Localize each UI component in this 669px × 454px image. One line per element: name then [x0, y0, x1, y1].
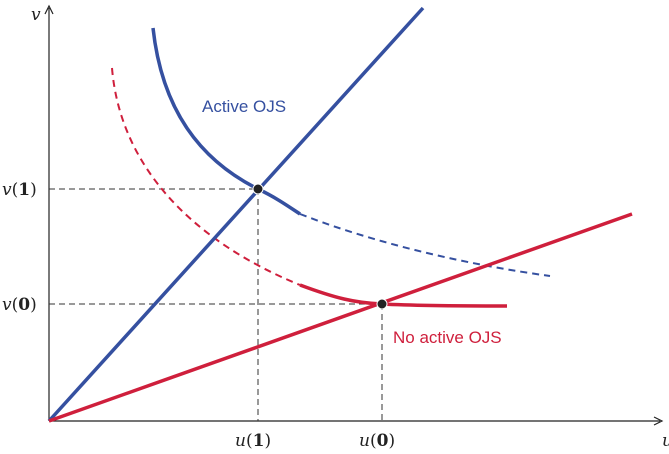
- blue-line: [47, 6, 425, 423]
- active-ojs-label: Active OJS: [202, 97, 286, 116]
- guide-lines: [49, 188, 383, 421]
- red-line: [48, 212, 633, 423]
- blue-dashed-curve: [299, 213, 551, 277]
- blue-solid-curve: [151, 27, 301, 216]
- point-no-active: [376, 298, 388, 310]
- y-tick-v0: v(0): [2, 295, 37, 315]
- x-tick-u0: u(0): [359, 431, 395, 451]
- point-active: [252, 183, 264, 195]
- x-axis-label: u: [662, 431, 669, 451]
- no-active-ojs-label: No active OJS: [393, 328, 502, 347]
- y-axis-arrow: [44, 4, 54, 15]
- x-tick-u1: u(1): [235, 431, 271, 451]
- y-tick-v1: v(1): [2, 180, 37, 200]
- x-axis-arrow: [653, 416, 664, 426]
- y-axis-label: v: [31, 5, 41, 25]
- red-dashed-curve: [111, 67, 301, 286]
